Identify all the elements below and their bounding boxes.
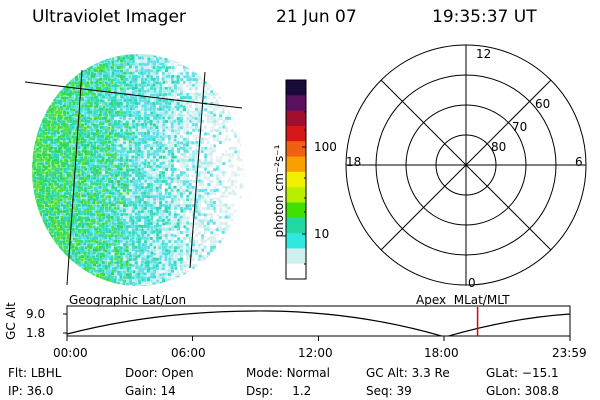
info-door: Door: Open (125, 366, 194, 380)
info-gc-alt: GC Alt: 3.3 Re (366, 366, 450, 380)
time-tick-1800: 18:00 (424, 346, 459, 360)
colorbar-swatch (286, 95, 306, 112)
colorbar-swatch (286, 233, 306, 249)
altitude-ticks (63, 313, 571, 341)
ring-label-70: 70 (512, 120, 528, 134)
time-tick-2359: 23:59 (552, 346, 587, 360)
mlt-label-0: 0 (468, 276, 476, 290)
auroral-image (24, 54, 244, 286)
colorbar-swatch (286, 217, 306, 234)
colorbar-swatch (286, 80, 306, 96)
info-ip: IP: 36.0 (8, 384, 54, 398)
date-label: 21 Jun 07 (276, 7, 357, 27)
ring-label-80: 80 (491, 140, 507, 154)
polar-plot (345, 44, 587, 286)
info-glat: GLat: −15.1 (486, 366, 559, 380)
altitude-tick-9: 9.0 (26, 307, 46, 321)
mlt-label-6: 6 (575, 155, 583, 169)
colorbar-swatch (286, 125, 306, 142)
altitude-axis-label: GC Alt (3, 302, 18, 340)
info-seq: Seq: 39 (366, 384, 412, 398)
mlt-label-12: 12 (476, 47, 492, 61)
colorbar-swatch (286, 263, 306, 280)
info-mode: Mode: Normal (246, 366, 330, 380)
instrument-title: Ultraviolet Imager (32, 7, 186, 27)
colorbar-swatch (286, 248, 306, 265)
mlt-label-18: 18 (346, 155, 362, 169)
colorbar-swatch (286, 141, 306, 158)
altitude-track (63, 305, 571, 341)
geographic-grid-lines (24, 69, 243, 286)
time-tick-0000: 00:00 (53, 346, 88, 360)
time-tick-1200: 12:00 (298, 346, 333, 360)
time-label: 19:35:37 UT (432, 7, 537, 27)
info-dsp: Dsp: 1.2 (246, 384, 312, 398)
info-gain: Gain: 14 (125, 384, 176, 398)
info-glon: GLon: 308.8 (486, 384, 559, 398)
colorbar-swatch (286, 156, 306, 173)
colorbar-ticks (302, 111, 306, 265)
colorbar-unit-label: photon cm⁻²s⁻¹ (272, 144, 286, 238)
colorbar-swatch (286, 110, 306, 127)
colorbar (285, 79, 307, 280)
colorbar-swatch (286, 171, 306, 188)
ring-label-60: 60 (535, 97, 551, 111)
info-flt: Flt: LBHL (8, 366, 62, 380)
colorbar-swatch (286, 202, 306, 219)
time-tick-0600: 06:00 (171, 346, 206, 360)
apex-caption: Apex MLat/MLT (416, 293, 510, 307)
colorbar-swatch (286, 187, 306, 204)
geographic-caption: Geographic Lat/Lon (69, 293, 187, 307)
colorbar-tick-10: 10 (314, 227, 330, 241)
colorbar-tick-100: 100 (314, 140, 337, 154)
altitude-tick-1-8: 1.8 (26, 326, 46, 340)
